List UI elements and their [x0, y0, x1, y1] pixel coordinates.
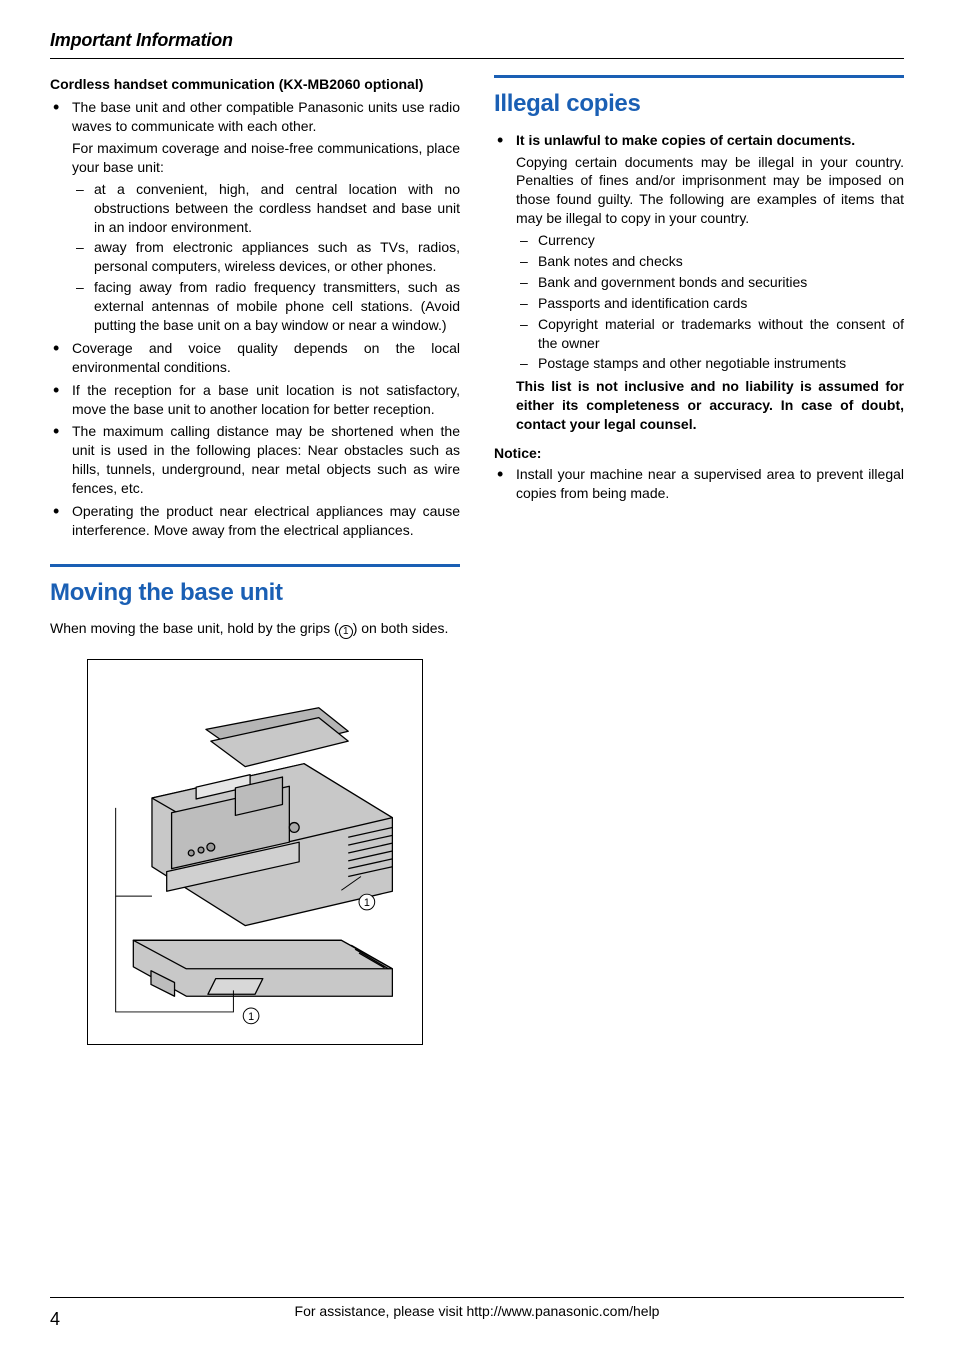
- notice-heading: Notice:: [494, 444, 904, 463]
- dash-item: Postage stamps and other negotiable inst…: [516, 354, 904, 373]
- footer-rule: [50, 1297, 904, 1298]
- cordless-bullet-list: The base unit and other compatible Panas…: [50, 98, 460, 540]
- circled-1-icon: 1: [339, 625, 353, 639]
- dash-item: facing away from radio frequency transmi…: [72, 278, 460, 335]
- page-number: 4: [50, 1307, 60, 1331]
- moving-text-a: When moving the base unit, hold by the g…: [50, 620, 339, 636]
- dash-item: Bank and government bonds and securities: [516, 273, 904, 292]
- moving-text-b: ) on both sides.: [353, 620, 449, 636]
- dash-item: away from electronic appliances such as …: [72, 238, 460, 276]
- notice-bullet-list: Install your machine near a supervised a…: [494, 465, 904, 503]
- dash-item: Currency: [516, 231, 904, 250]
- left-column: Cordless handset communication (KX-MB206…: [50, 75, 460, 1045]
- printer-illustration-icon: 1 1: [98, 670, 412, 1034]
- moving-text: When moving the base unit, hold by the g…: [50, 619, 460, 639]
- bullet-item: Coverage and voice quality depends on th…: [50, 339, 460, 377]
- section-rule: [494, 75, 904, 78]
- bullet-text: Copying certain documents may be illegal…: [516, 153, 904, 229]
- header-title: Important Information: [50, 28, 904, 52]
- bullet-item: Install your machine near a supervised a…: [494, 465, 904, 503]
- bullet-item: Operating the product near electrical ap…: [50, 502, 460, 540]
- footer-text: For assistance, please visit http://www.…: [50, 1302, 904, 1321]
- content-columns: Cordless handset communication (KX-MB206…: [50, 75, 904, 1045]
- bullet-text: The base unit and other compatible Panas…: [72, 98, 460, 136]
- page-header: Important Information: [50, 28, 904, 59]
- dash-list: at a convenient, high, and central locat…: [72, 180, 460, 335]
- moving-section-title: Moving the base unit: [50, 577, 460, 609]
- dash-item: Bank notes and checks: [516, 252, 904, 271]
- right-column: Illegal copies It is unlawful to make co…: [494, 75, 904, 1045]
- illegal-section-title: Illegal copies: [494, 88, 904, 120]
- dash-list: Currency Bank notes and checks Bank and …: [516, 231, 904, 373]
- dash-item: Passports and identification cards: [516, 294, 904, 313]
- bullet-item: If the reception for a base unit locatio…: [50, 381, 460, 419]
- cordless-subhead: Cordless handset communication (KX-MB206…: [50, 75, 460, 94]
- svg-text:1: 1: [364, 897, 370, 909]
- disclaimer-text: This list is not inclusive and no liabil…: [516, 377, 904, 434]
- bullet-item: It is unlawful to make copies of certain…: [494, 131, 904, 434]
- printer-figure: 1 1: [87, 659, 423, 1045]
- bullet-bold-text: It is unlawful to make copies of certain…: [516, 131, 904, 150]
- bullet-text: For maximum coverage and noise-free comm…: [72, 139, 460, 177]
- dash-item: Copyright material or trademarks without…: [516, 315, 904, 353]
- section-rule: [50, 564, 460, 567]
- bullet-item: The maximum calling distance may be shor…: [50, 422, 460, 498]
- header-rule: [50, 58, 904, 59]
- illegal-bullet-list: It is unlawful to make copies of certain…: [494, 131, 904, 434]
- svg-text:1: 1: [248, 1011, 254, 1023]
- dash-item: at a convenient, high, and central locat…: [72, 180, 460, 237]
- page-footer: 4 For assistance, please visit http://ww…: [50, 1297, 904, 1321]
- bullet-item: The base unit and other compatible Panas…: [50, 98, 460, 335]
